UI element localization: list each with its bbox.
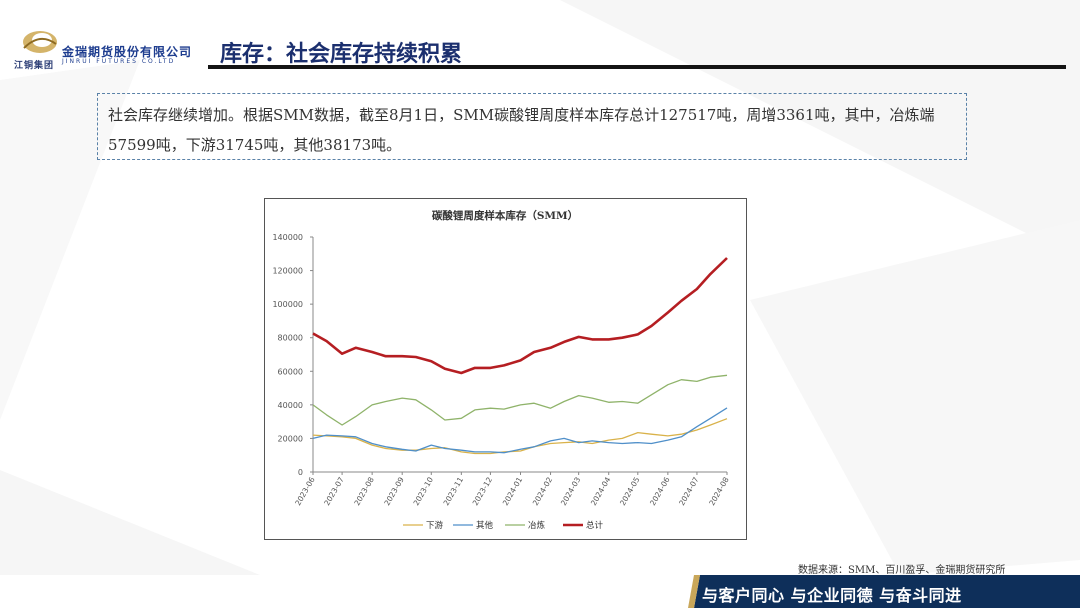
inventory-chart: 碳酸锂周度样本库存（SMM） 0 20000 40000 60000 80000 10000… <box>272 209 731 531</box>
logo-swoosh-icon <box>23 31 57 53</box>
company-name-cn: 金瑞期货股份有限公司 <box>62 45 193 59</box>
x-tick-label: 2023-12 <box>471 475 495 507</box>
legend-label-2: 冶炼 <box>528 520 546 531</box>
title-divider <box>208 65 1066 69</box>
x-tick-label: 2024-04 <box>589 475 613 507</box>
legend-label-1: 其他 <box>476 520 494 531</box>
chart-title: 碳酸锂周度样本库存（SMM） <box>432 209 578 222</box>
page-title: 库存：社会库存持续积累 <box>220 42 463 67</box>
chart-frame: 碳酸锂周度样本库存（SMM） 0 20000 40000 60000 80000 10000… <box>264 198 747 540</box>
company-name-en: JINRUI FUTURES CO.LTD <box>62 58 176 65</box>
x-tick-label: 2024-07 <box>677 475 701 507</box>
x-tick-label: 2024-03 <box>559 475 583 507</box>
x-tick-label: 2023-11 <box>442 475 466 507</box>
y-tick-label: 120000 <box>272 267 303 276</box>
y-tick-label: 40000 <box>278 401 303 410</box>
y-tick-label: 80000 <box>278 334 303 343</box>
x-tick-label: 2024-05 <box>618 475 642 507</box>
x-tick-label: 2023-07 <box>322 475 346 507</box>
series-line-3 <box>312 257 728 375</box>
series-line-2 <box>312 374 728 426</box>
summary-box: 社会库存继续增加。根据SMM数据，截至8月1日，SMM碳酸锂周度样本库存总计12… <box>97 93 967 160</box>
series-line-0 <box>312 418 728 455</box>
x-tick-label: 2024-06 <box>648 475 672 507</box>
y-tick-label: 100000 <box>272 300 303 309</box>
company-logo: 江铜集团 金瑞期货股份有限公司 JINRUI FUTURES CO.LTD <box>12 30 222 72</box>
x-tick-label: 2023-06 <box>293 475 317 507</box>
footer-band <box>0 575 1080 608</box>
legend-label-0: 下游 <box>426 520 444 531</box>
summary-text: 社会库存继续增加。根据SMM数据，截至8月1日，SMM碳酸锂周度样本库存总计12… <box>108 106 935 154</box>
y-tick-label: 20000 <box>278 434 303 443</box>
y-tick-label: 0 <box>298 468 303 477</box>
y-tick-label: 140000 <box>272 233 303 242</box>
series-line-1 <box>312 407 728 454</box>
footer-slogan: 与客户同心 与企业同德 与奋斗同进 <box>702 586 962 605</box>
x-tick-label: 2024-01 <box>501 475 525 507</box>
x-tick-label: 2023-08 <box>352 475 376 507</box>
x-tick-label: 2024-02 <box>531 475 555 507</box>
data-source: 数据来源：SMM、百川盈孚、金瑞期货研究所 <box>798 565 1006 576</box>
y-tick-label: 60000 <box>278 367 303 376</box>
group-name: 江铜集团 <box>14 61 55 71</box>
x-tick-label: 2023-09 <box>382 475 406 507</box>
x-tick-label: 2023-10 <box>412 475 436 507</box>
legend-label-3: 总计 <box>586 520 604 531</box>
x-tick-label: 2024-08 <box>707 475 731 507</box>
